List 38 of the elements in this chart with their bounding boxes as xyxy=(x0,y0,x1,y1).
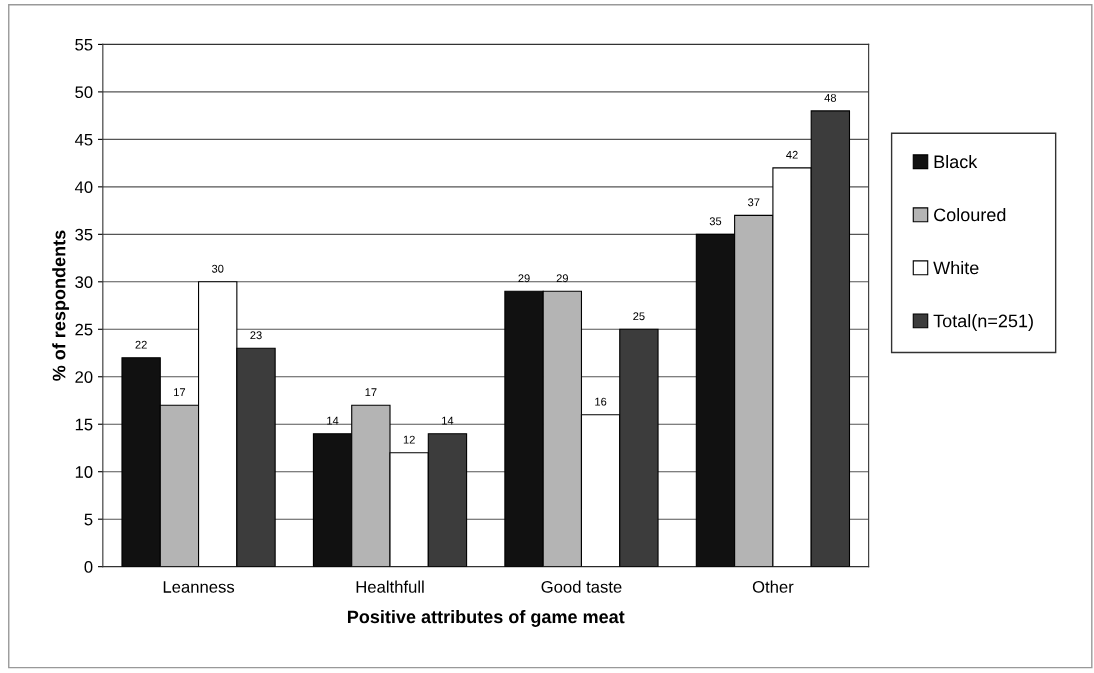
data-label: 17 xyxy=(365,388,377,396)
x-tick-label: Healthfull xyxy=(356,580,424,593)
data-label: 48 xyxy=(824,93,837,102)
x-tick-label: Good taste xyxy=(541,580,622,593)
y-tick-label: 25 xyxy=(75,323,93,336)
data-label: 22 xyxy=(135,340,147,349)
y-tick-label: 30 xyxy=(75,276,93,289)
y-tick-label: 35 xyxy=(75,228,93,241)
y-tick-label: 0 xyxy=(84,561,93,573)
y-axis-title: % of respondents xyxy=(52,230,70,381)
data-label: 42 xyxy=(786,150,798,159)
y-tick-label: 20 xyxy=(75,371,93,383)
data-label: 23 xyxy=(250,331,262,340)
data-label: 16 xyxy=(595,397,607,406)
y-tick-label: 10 xyxy=(75,466,93,478)
legend-label: Coloured xyxy=(934,207,1006,222)
data-label: 29 xyxy=(556,274,568,283)
y-tick-label: 55 xyxy=(75,38,93,51)
data-label: 14 xyxy=(442,416,454,425)
x-tick-label: Other xyxy=(752,580,794,593)
data-label: 35 xyxy=(709,217,722,226)
y-tick-label: 15 xyxy=(75,418,93,431)
data-label: 12 xyxy=(403,435,415,444)
x-tick-label: Leanness xyxy=(163,581,235,593)
y-tick-label: 45 xyxy=(74,133,93,146)
x-axis-title: Positive attributes of game meat xyxy=(347,609,625,627)
y-tick-label: 5 xyxy=(84,513,93,526)
data-label: 14 xyxy=(327,416,339,425)
legend-label: Total(n=251) xyxy=(933,314,1033,331)
data-label: 25 xyxy=(633,312,645,321)
legend-label: Black xyxy=(934,154,978,169)
data-label: 17 xyxy=(174,388,186,396)
y-tick-label: 40 xyxy=(74,181,93,194)
y-tick-label: 50 xyxy=(75,86,93,99)
data-label: 30 xyxy=(211,264,224,273)
data-label: 29 xyxy=(518,274,530,283)
data-label: 37 xyxy=(748,198,760,207)
legend-label: White xyxy=(933,261,979,275)
